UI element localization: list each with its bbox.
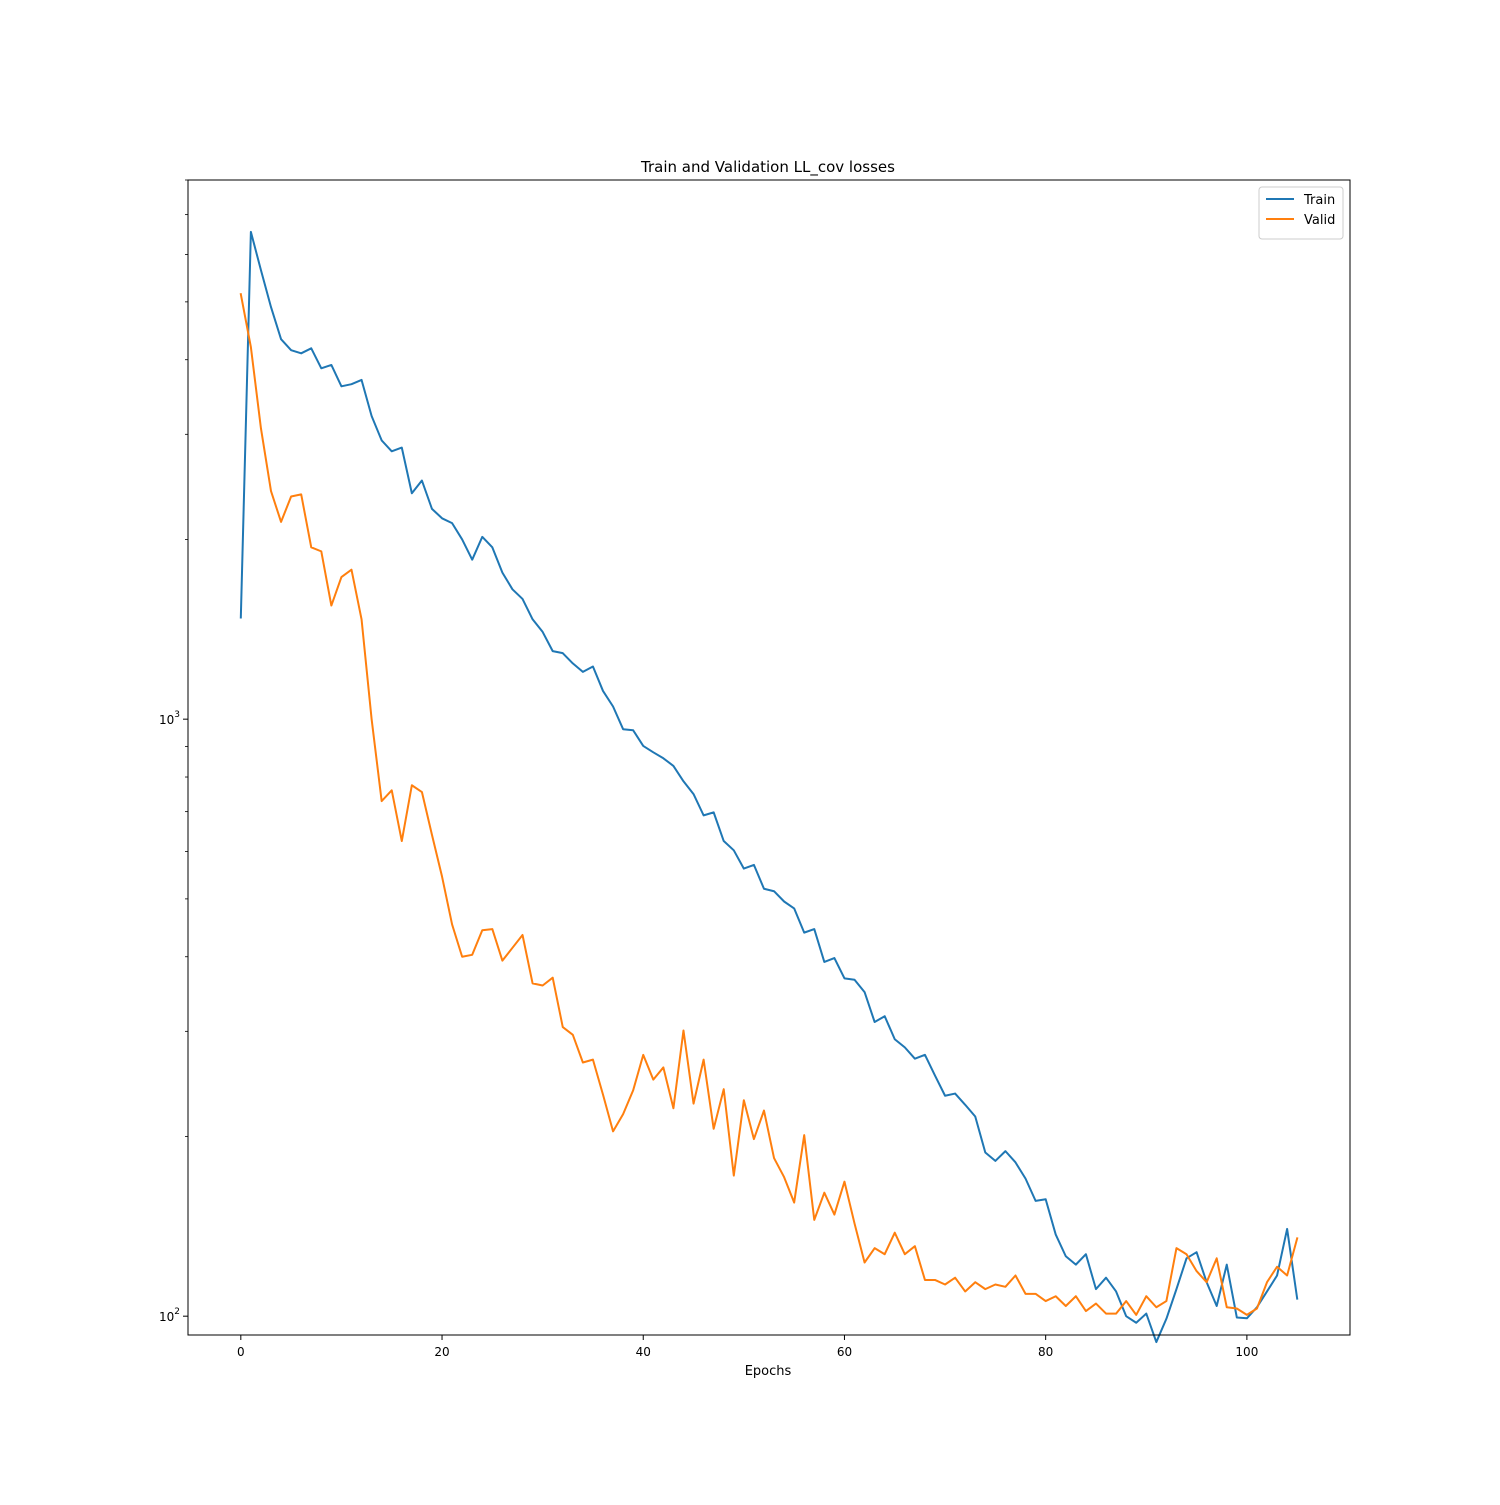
y-tick-exponent: 2 xyxy=(174,1307,180,1317)
y-tick-label: 102 xyxy=(159,1307,180,1324)
legend: Train Valid xyxy=(1258,186,1344,240)
x-tick-label: 80 xyxy=(1038,1345,1053,1359)
legend-label-valid: Valid xyxy=(1304,213,1335,228)
series-line-valid xyxy=(239,293,1299,1316)
plot-area xyxy=(239,230,1299,1344)
x-tick-label: 100 xyxy=(1235,1345,1258,1359)
y-tick-label: 103 xyxy=(159,710,180,727)
legend-label-train: Train xyxy=(1303,193,1335,208)
x-tick-label: 60 xyxy=(837,1345,852,1359)
y-tick-base: 10 xyxy=(159,713,174,727)
series-line-train xyxy=(239,230,1299,1344)
axes-frame xyxy=(187,179,1351,1336)
x-tick-label: 20 xyxy=(434,1345,449,1359)
chart-title: Train and Validation LL_cov losses xyxy=(640,158,895,177)
y-tick-exponent: 3 xyxy=(174,710,180,720)
x-tick-label: 0 xyxy=(237,1345,245,1359)
x-axis-label: Epochs xyxy=(745,1364,792,1379)
y-tick-base: 10 xyxy=(159,1310,174,1324)
x-tick-label: 40 xyxy=(636,1345,651,1359)
